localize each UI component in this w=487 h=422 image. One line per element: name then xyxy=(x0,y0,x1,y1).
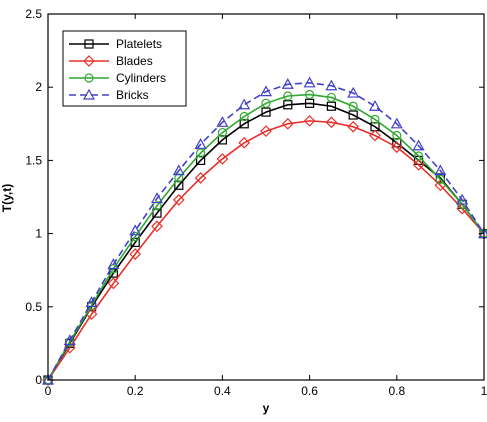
data-point-cylinders xyxy=(435,174,445,185)
legend-label-blades: Blades xyxy=(116,54,153,68)
data-point-blades xyxy=(347,120,360,133)
x-tick-label: 0.4 xyxy=(214,384,231,398)
data-point-bricks xyxy=(150,192,164,204)
data-point-cylinders xyxy=(414,151,424,161)
data-point-bricks xyxy=(434,164,447,176)
y-axis-label: T(y,t) xyxy=(0,184,14,212)
data-point-blades xyxy=(238,136,251,149)
y-tick-label: 1.5 xyxy=(25,153,42,167)
data-point-bricks xyxy=(325,79,338,91)
series-line-bricks xyxy=(47,82,485,381)
legend-marker-bricks xyxy=(82,88,96,100)
legend-item-platelets: Platelets xyxy=(69,37,162,51)
data-point-bricks xyxy=(85,296,98,308)
legend-marker-platelets xyxy=(84,39,94,49)
x-tick-label: 1 xyxy=(481,384,487,398)
series-cylinders xyxy=(43,89,487,385)
series-platelets xyxy=(43,98,487,385)
data-point-platelets xyxy=(239,119,249,129)
data-point-cylinders xyxy=(239,111,249,122)
x-tick-label: 0.2 xyxy=(127,384,144,398)
y-tick-label: 2 xyxy=(35,80,42,94)
legend-item-blades: Blades xyxy=(69,54,153,68)
y-tick-label: 2.5 xyxy=(25,7,42,21)
data-point-platelets xyxy=(152,208,162,218)
data-point-blades xyxy=(194,172,207,184)
legend: Platelets Blades Cylinders Bricks xyxy=(62,30,187,107)
series-layer xyxy=(41,76,487,386)
x-tick-label: 0.8 xyxy=(388,384,405,398)
legend-label-platelets: Platelets xyxy=(116,37,162,51)
data-point-bricks xyxy=(107,258,120,269)
data-point-blades xyxy=(172,194,185,206)
data-point-blades xyxy=(325,116,338,129)
data-point-bricks xyxy=(390,117,403,129)
data-point-bricks xyxy=(63,334,76,346)
data-point-bricks xyxy=(129,224,142,236)
data-point-cylinders xyxy=(348,101,358,111)
data-point-bricks xyxy=(194,138,207,149)
y-tick-label: 1 xyxy=(35,227,42,241)
legend-items: Platelets Blades Cylinders Bricks xyxy=(69,37,166,102)
data-point-bricks xyxy=(456,193,469,205)
data-point-bricks xyxy=(281,78,294,89)
data-point-cylinders xyxy=(217,127,227,138)
data-point-platelets xyxy=(283,100,293,110)
data-point-bricks xyxy=(172,164,185,176)
data-point-blades xyxy=(281,117,294,130)
data-point-cylinders xyxy=(305,89,315,100)
data-point-blades xyxy=(107,277,120,290)
data-point-bricks xyxy=(216,116,229,127)
data-point-platelets xyxy=(261,107,271,117)
y-tick-label: 0 xyxy=(35,373,42,387)
series-line-blades xyxy=(47,120,485,381)
x-tick-label: 0.6 xyxy=(301,384,318,398)
legend-marker-blades xyxy=(83,55,95,67)
series-line-platelets xyxy=(47,102,485,381)
data-point-bricks xyxy=(347,86,360,98)
legend-marker-cylinders xyxy=(84,73,94,83)
data-point-platelets xyxy=(174,180,184,190)
data-point-blades xyxy=(390,141,403,154)
data-point-cylinders xyxy=(370,114,380,125)
data-point-blades xyxy=(260,125,272,137)
x-tick-label: 0 xyxy=(45,384,52,398)
data-point-cylinders xyxy=(326,92,336,103)
data-point-blades xyxy=(151,220,163,233)
data-point-cylinders xyxy=(174,173,184,183)
legend-label-cylinders: Cylinders xyxy=(116,71,166,85)
legend-label-bricks: Bricks xyxy=(116,88,149,102)
y-tick-label: 0.5 xyxy=(25,300,42,314)
data-point-platelets xyxy=(326,101,336,111)
data-point-bricks xyxy=(368,99,382,111)
data-point-cylinders xyxy=(392,130,402,141)
data-point-platelets xyxy=(196,155,206,165)
data-point-blades xyxy=(129,248,142,260)
data-point-cylinders xyxy=(283,91,293,101)
data-point-bricks xyxy=(238,98,251,110)
legend-item-cylinders: Cylinders xyxy=(69,71,166,85)
ticks-layer: 0 0.2 0.4 0.6 0.8 1 0 0.5 1 1.5 2 2.5 xyxy=(25,7,487,398)
legend-item-bricks: Bricks xyxy=(69,88,149,102)
data-point-platelets xyxy=(348,110,358,120)
data-point-bricks xyxy=(303,76,316,88)
data-point-platelets xyxy=(305,98,315,108)
data-point-blades xyxy=(216,153,229,165)
data-point-blades xyxy=(303,115,316,127)
data-point-cylinders xyxy=(261,98,271,108)
data-point-blades xyxy=(412,158,425,171)
data-point-bricks xyxy=(412,139,425,151)
series-line-cylinders xyxy=(47,93,485,381)
series-bricks xyxy=(41,76,487,385)
data-point-bricks xyxy=(259,85,273,97)
data-point-platelets xyxy=(217,135,227,145)
data-point-cylinders xyxy=(196,148,206,158)
data-point-blades xyxy=(369,129,381,142)
plot-frame xyxy=(47,13,485,381)
x-axis-label: y xyxy=(263,401,270,415)
